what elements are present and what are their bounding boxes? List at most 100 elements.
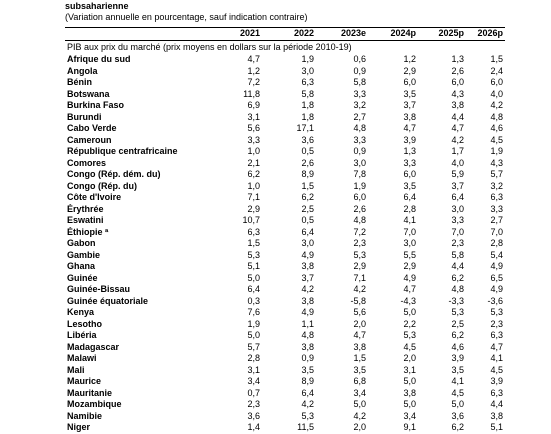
table-row: Ghana 5,1 3,8 2,9 2,9 4,4 4,9 [65, 261, 505, 273]
cell-value: 6,4 [247, 284, 260, 294]
cell-value: 7,1 [353, 272, 366, 283]
cell-value: 1,0 [247, 180, 260, 191]
cell-value: 2,0 [353, 318, 366, 329]
country-name: Maurice [67, 376, 102, 386]
country-name: Eswatini [67, 215, 104, 225]
country-name: Libéria [67, 330, 97, 340]
table-row: Kenya 7,6 4,9 5,6 5,0 5,3 5,3 [65, 307, 505, 319]
cell-value: 17,1 [296, 123, 314, 133]
cell-value: 0,5 [301, 215, 314, 225]
country-name: Bénin [67, 77, 93, 87]
country-name: Mauritanie [67, 387, 113, 398]
cell-value: 0,5 [301, 146, 314, 156]
table-row: République centrafricaine 1,0 0,5 0,9 1,3 1,7… [65, 146, 505, 158]
cell-value: 8,9 [301, 376, 314, 386]
cell-value: 2,7 [353, 111, 366, 122]
cell-value: 5,8 [301, 88, 314, 99]
cell-value: 1,3 [451, 54, 464, 64]
table-row: Comores 2,1 2,6 3,0 3,3 4,0 4,3 [65, 158, 505, 170]
cell-value: 3,1 [247, 111, 260, 122]
cell-value: 2,4 [490, 65, 503, 76]
subtitle: (Variation annuelle en pourcentage, sauf… [65, 12, 308, 22]
cell-value: 5,4 [490, 249, 503, 260]
cell-value: 0,9 [301, 353, 314, 363]
cell-value: 1,9 [353, 180, 366, 191]
cell-value: 5,7 [490, 169, 503, 179]
cell-value: 5,6 [353, 307, 366, 317]
cell-value: 3,3 [490, 203, 503, 214]
cell-value: 1,7 [451, 146, 464, 156]
cell-value: 1,5 [247, 238, 260, 248]
column-header: 2026p [466, 27, 505, 41]
cell-value: 4,5 [403, 341, 416, 352]
cell-value: 1,8 [301, 100, 314, 110]
cell-value: 2,9 [353, 261, 366, 271]
cell-value: 5,3 [451, 307, 464, 317]
cell-value: 6,4 [301, 387, 314, 398]
cell-value: 6,4 [301, 226, 314, 237]
table-row: Botswana 11,8 5,8 3,3 3,5 4,3 4,0 [65, 89, 505, 101]
cell-value: 2,5 [301, 203, 314, 214]
cell-value: 6,2 [451, 330, 464, 340]
country-name: Kenya [67, 307, 95, 317]
table-row: Gabon 1,5 3,0 2,3 3,0 2,3 2,8 [65, 238, 505, 250]
cell-value: 0,9 [353, 146, 366, 156]
cell-value: 7,0 [490, 226, 503, 237]
table-row: Burundi 3,1 1,8 2,7 3,8 4,4 4,8 [65, 112, 505, 124]
table-row: Guinée équatoriale 0,3 3,8 -5,8 -4,3 -3,3 -3,6 [65, 296, 505, 308]
cell-value: 4,7 [353, 330, 366, 340]
cell-value: 4,2 [353, 410, 366, 421]
cell-value: 4,9 [403, 272, 416, 283]
cell-value: 5,0 [353, 399, 366, 409]
table-row: Angola 1,2 3,0 0,9 2,9 2,6 2,4 [65, 66, 505, 78]
cell-value: 3,7 [403, 100, 416, 110]
cell-value: 6,0 [403, 77, 416, 87]
cell-value: 3,0 [451, 203, 464, 214]
cell-value: 4,2 [490, 100, 503, 110]
country-name: Botswana [67, 88, 110, 99]
header-cell [65, 27, 215, 41]
cell-value: 3,5 [353, 364, 366, 375]
cell-value: 4,7 [247, 54, 260, 64]
cell-value: 3,8 [451, 100, 464, 110]
cell-value: 4,3 [490, 157, 503, 168]
column-header: 2024p [368, 27, 418, 41]
table-row: Bénin 7,2 6,3 5,8 6,0 6,0 6,0 [65, 77, 505, 89]
country-name: Burkina Faso [67, 100, 125, 110]
cell-value: 4,6 [451, 341, 464, 352]
subheader: PIB aux prix du marché (prix moyens en d… [67, 41, 352, 52]
country-name: Congo (Rép. du) [67, 180, 137, 191]
cell-value: 3,1 [403, 364, 416, 375]
table-row: Érythrée 2,9 2,5 2,6 2,8 3,0 3,3 [65, 204, 505, 216]
cell-value: 6,5 [490, 272, 503, 283]
cell-value: 1,2 [247, 65, 260, 76]
cell-value: 4,9 [490, 284, 503, 294]
cell-value: 3,4 [353, 387, 366, 398]
cell-value: 4,0 [490, 88, 503, 99]
cell-value: 2,6 [353, 203, 366, 214]
cell-value: 6,3 [490, 387, 503, 398]
cell-value: 2,2 [403, 318, 416, 329]
column-header: 2023e [316, 27, 368, 41]
cell-value: 7,8 [353, 169, 366, 179]
cell-value: 5,8 [451, 249, 464, 260]
cell-value: 3,0 [353, 157, 366, 168]
cell-value: 2,9 [403, 261, 416, 271]
cell-value: 3,3 [451, 215, 464, 225]
cell-value: 6,3 [247, 226, 260, 237]
cell-value: 5,1 [490, 422, 503, 432]
table-row: Cabo Verde 5,6 17,1 4,8 4,7 4,7 4,6 [65, 123, 505, 135]
cell-value: 3,6 [301, 134, 314, 145]
cell-value: 3,0 [403, 238, 416, 248]
cell-value: 2,8 [247, 353, 260, 363]
cell-value: 1,2 [403, 54, 416, 64]
country-name: Cameroun [67, 134, 112, 145]
table-row: Eswatini 10,7 0,5 4,8 4,1 3,3 2,7 [65, 215, 505, 227]
cell-value: 0,6 [353, 54, 366, 64]
cell-value: 2,7 [490, 215, 503, 225]
cell-value: 2,3 [247, 399, 260, 409]
cell-value: 5,3 [353, 249, 366, 260]
cell-value: 4,0 [451, 157, 464, 168]
cell-value: 5,0 [451, 399, 464, 409]
